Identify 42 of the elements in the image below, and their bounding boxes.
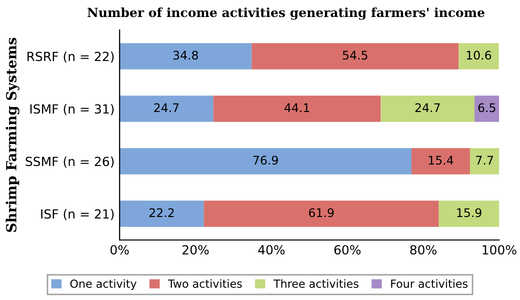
bar [120, 200, 204, 227]
data-label: 61.9 [309, 208, 334, 218]
y-axis-title: Shrimp Farming Systems [6, 38, 20, 232]
data-label: 15.9 [457, 208, 482, 218]
data-label: 34.8 [173, 50, 198, 60]
x-tick-label: 20% [182, 245, 209, 255]
y-tick-label: SSMF (n = 26) [26, 156, 114, 168]
data-label: 15.4 [428, 156, 454, 165]
x-tick-label: 60% [334, 245, 361, 255]
bar [438, 200, 500, 227]
bar [412, 148, 470, 174]
bar [213, 96, 381, 122]
data-label: 44.1 [284, 103, 310, 112]
bar [204, 200, 439, 227]
y-tick-label: ISF (n = 21) [41, 209, 114, 220]
data-label: 24.7 [415, 103, 440, 112]
data-label: 54.5 [342, 50, 368, 60]
bar [380, 96, 475, 122]
data-label: 10.6 [466, 50, 492, 60]
bar [252, 43, 459, 70]
bar [120, 96, 214, 122]
y-tick-label: ISMF (n = 31) [30, 104, 114, 116]
legend-label: Two activities [168, 279, 242, 288]
bar [474, 96, 500, 122]
x-tick-label: 0% [110, 245, 129, 255]
data-label: 24.7 [154, 103, 179, 112]
legend-label: Four activities [391, 279, 468, 288]
data-label: 7.7 [476, 156, 493, 165]
data-label: 6.5 [478, 103, 496, 112]
data-label: 76.9 [253, 156, 278, 165]
legend-label: One activity [70, 279, 136, 290]
x-tick-label: 80% [410, 245, 436, 255]
bar [470, 148, 500, 174]
x-tick-label: 100% [482, 245, 516, 255]
bar [458, 43, 499, 70]
y-tick-label: RSRF (n = 22) [27, 52, 114, 63]
bar [120, 43, 252, 70]
x-tick-label: 40% [258, 245, 285, 255]
chart-title: Number of income activities generating farmers' income [88, 8, 484, 20]
data-label: 22.2 [149, 208, 174, 218]
legend-label: Three activities [273, 279, 358, 288]
bar [120, 148, 412, 174]
